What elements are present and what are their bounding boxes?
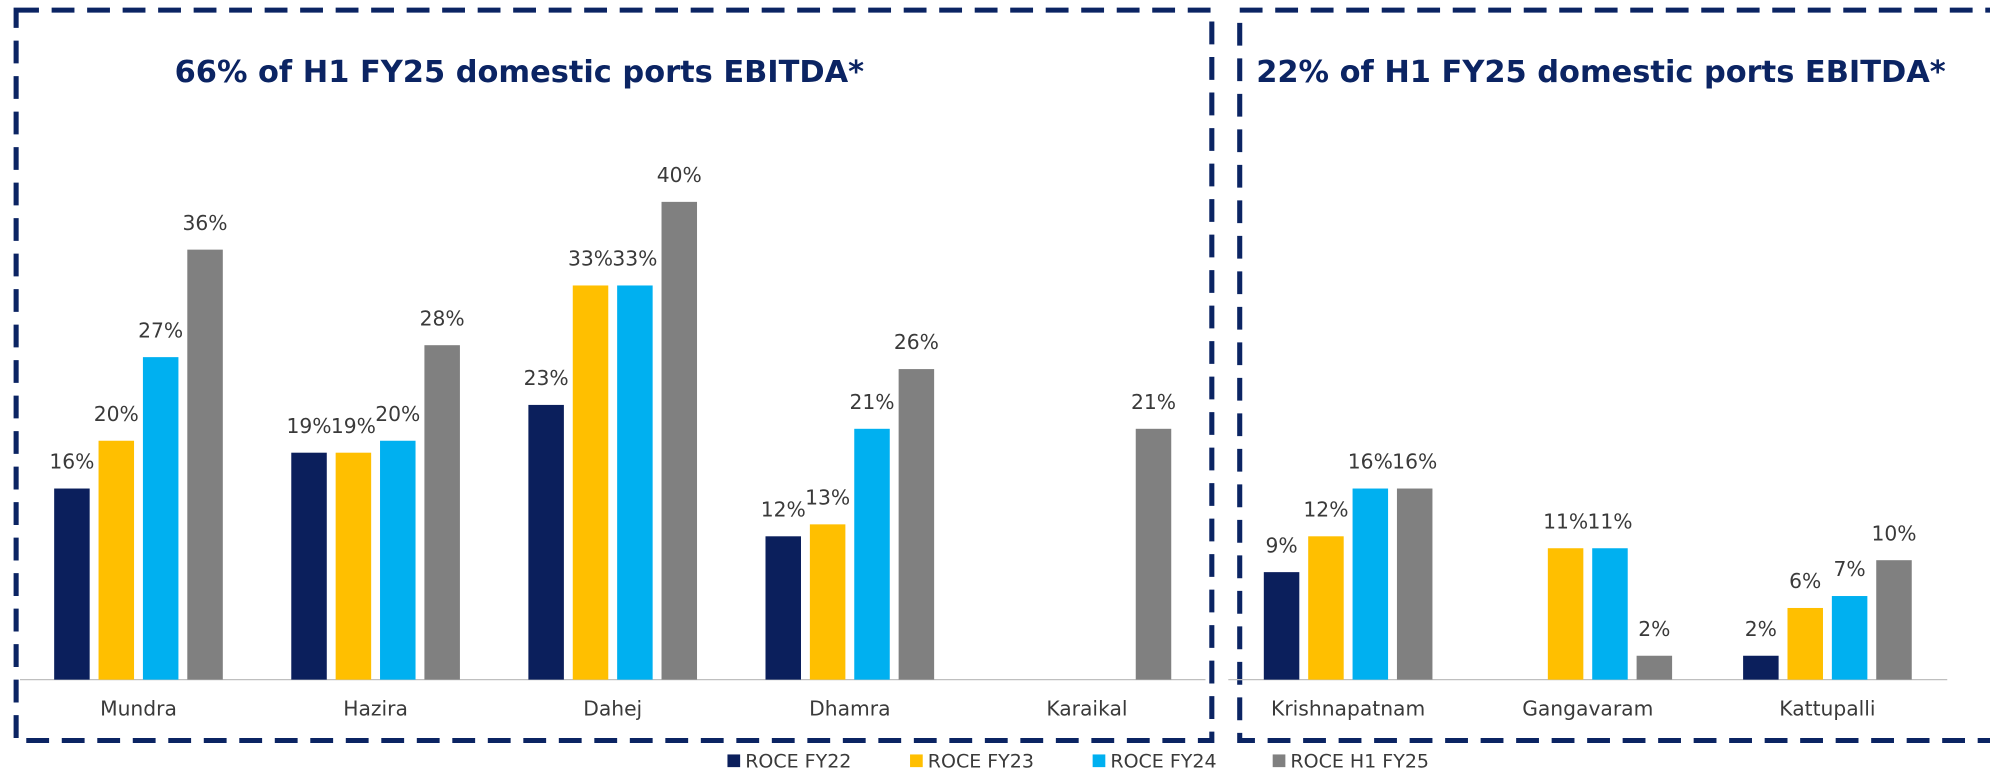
data-label: 21% xyxy=(1131,390,1176,414)
bar xyxy=(98,440,135,680)
bar xyxy=(765,536,801,680)
bar xyxy=(142,357,179,680)
bar xyxy=(854,428,890,680)
x-tick-label: Kattupalli xyxy=(1779,697,1875,721)
legend-swatch xyxy=(1092,754,1106,768)
legend-swatch xyxy=(1272,754,1286,768)
data-label: 12% xyxy=(1303,497,1348,521)
bar xyxy=(1876,560,1912,680)
data-label: 2% xyxy=(1638,617,1670,641)
data-label: 20% xyxy=(375,402,420,426)
bar xyxy=(572,285,609,680)
data-label: 20% xyxy=(94,402,139,426)
bar xyxy=(424,345,460,680)
bar xyxy=(187,249,223,680)
x-tick-label: Krishnapatnam xyxy=(1271,697,1425,721)
data-label: 27% xyxy=(138,318,183,342)
bar xyxy=(1396,488,1433,680)
data-label: 40% xyxy=(657,163,702,187)
data-label: 11% xyxy=(1587,509,1632,533)
bar xyxy=(54,488,90,680)
bar xyxy=(1352,488,1389,680)
x-tick-label: Gangavaram xyxy=(1522,697,1653,721)
x-tick-label: Mundra xyxy=(100,697,177,721)
x-tick-label: Hazira xyxy=(343,697,408,721)
bar xyxy=(335,452,372,680)
data-label: 19% xyxy=(331,414,376,438)
bar xyxy=(380,440,416,680)
data-label: 23% xyxy=(524,366,569,390)
bar xyxy=(291,452,327,680)
data-label: 16% xyxy=(1392,450,1437,474)
legend-label: ROCE H1 FY25 xyxy=(1290,751,1429,773)
bar xyxy=(661,201,698,680)
data-label: 9% xyxy=(1265,533,1297,557)
bar xyxy=(898,369,935,680)
bar xyxy=(1592,548,1628,680)
legend-swatch xyxy=(910,754,923,768)
data-label: 16% xyxy=(49,450,94,474)
data-label: 6% xyxy=(1789,569,1821,593)
data-label: 36% xyxy=(183,211,228,235)
data-label: 28% xyxy=(420,306,465,330)
x-tick-label: Dhamra xyxy=(809,697,890,721)
data-label: 21% xyxy=(849,390,894,414)
bar xyxy=(1636,655,1673,680)
data-label: 7% xyxy=(1834,557,1866,581)
bar xyxy=(1743,655,1779,680)
data-label: 13% xyxy=(805,485,850,509)
data-label: 16% xyxy=(1348,450,1393,474)
bar xyxy=(1787,607,1823,680)
data-label: 11% xyxy=(1543,509,1588,533)
bar xyxy=(1547,548,1584,680)
data-label: 33% xyxy=(568,247,613,271)
legend-swatch xyxy=(727,754,741,768)
chart-title: 22% of H1 FY25 domestic ports EBITDA* xyxy=(1256,55,1946,90)
bar xyxy=(1831,596,1868,680)
bar xyxy=(1135,428,1172,680)
legend-label: ROCE FY24 xyxy=(1110,751,1216,773)
frame xyxy=(13,7,1215,744)
data-label: 2% xyxy=(1745,617,1777,641)
legend-label: ROCE FY22 xyxy=(745,751,851,773)
x-tick-label: Karaikal xyxy=(1046,697,1127,721)
bar xyxy=(1308,536,1344,680)
data-label: 12% xyxy=(761,497,806,521)
data-label: 33% xyxy=(612,247,657,271)
bar xyxy=(617,285,653,680)
bar xyxy=(528,404,564,680)
legend-label: ROCE FY23 xyxy=(928,751,1034,773)
chart-title: 66% of H1 FY25 domestic ports EBITDA* xyxy=(175,55,865,90)
bar xyxy=(809,524,846,680)
data-label: 26% xyxy=(894,330,939,354)
x-tick-label: Dahej xyxy=(583,697,642,721)
data-label: 19% xyxy=(287,414,332,438)
data-label: 10% xyxy=(1871,521,1916,545)
bar xyxy=(1263,572,1300,680)
